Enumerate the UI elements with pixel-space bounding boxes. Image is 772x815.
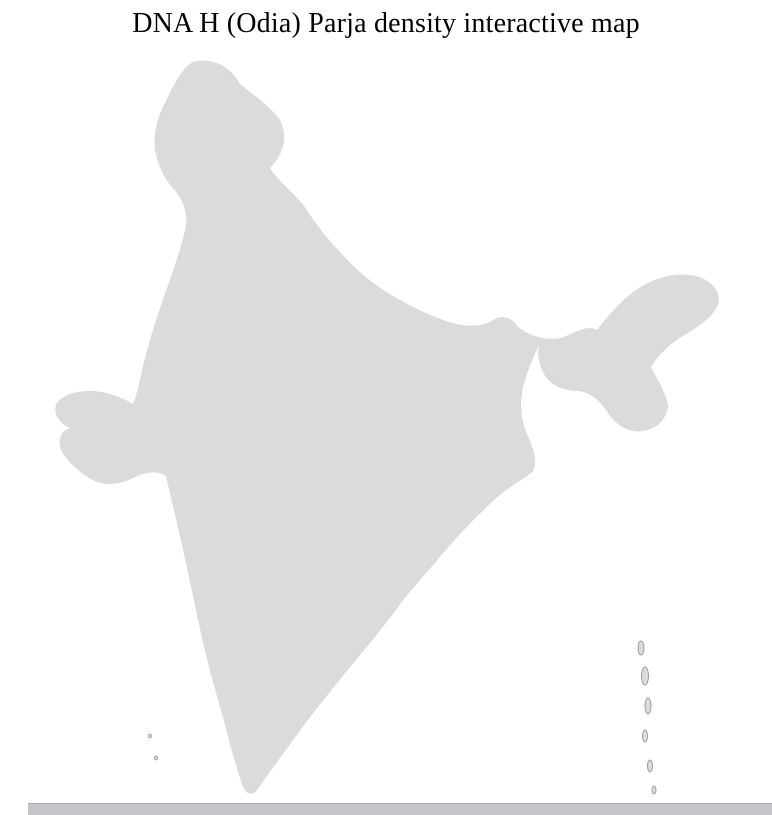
island bbox=[647, 759, 653, 773]
page-title: DNA H (Odia) Parja density interactive m… bbox=[132, 8, 640, 39]
island bbox=[641, 666, 649, 686]
island bbox=[642, 729, 648, 743]
island bbox=[644, 697, 652, 715]
island bbox=[651, 785, 657, 795]
country-outline bbox=[54, 59, 720, 795]
island bbox=[148, 733, 152, 739]
island bbox=[154, 755, 158, 761]
islands bbox=[148, 640, 657, 795]
island bbox=[637, 640, 645, 656]
horizontal-scrollbar[interactable] bbox=[28, 803, 772, 815]
